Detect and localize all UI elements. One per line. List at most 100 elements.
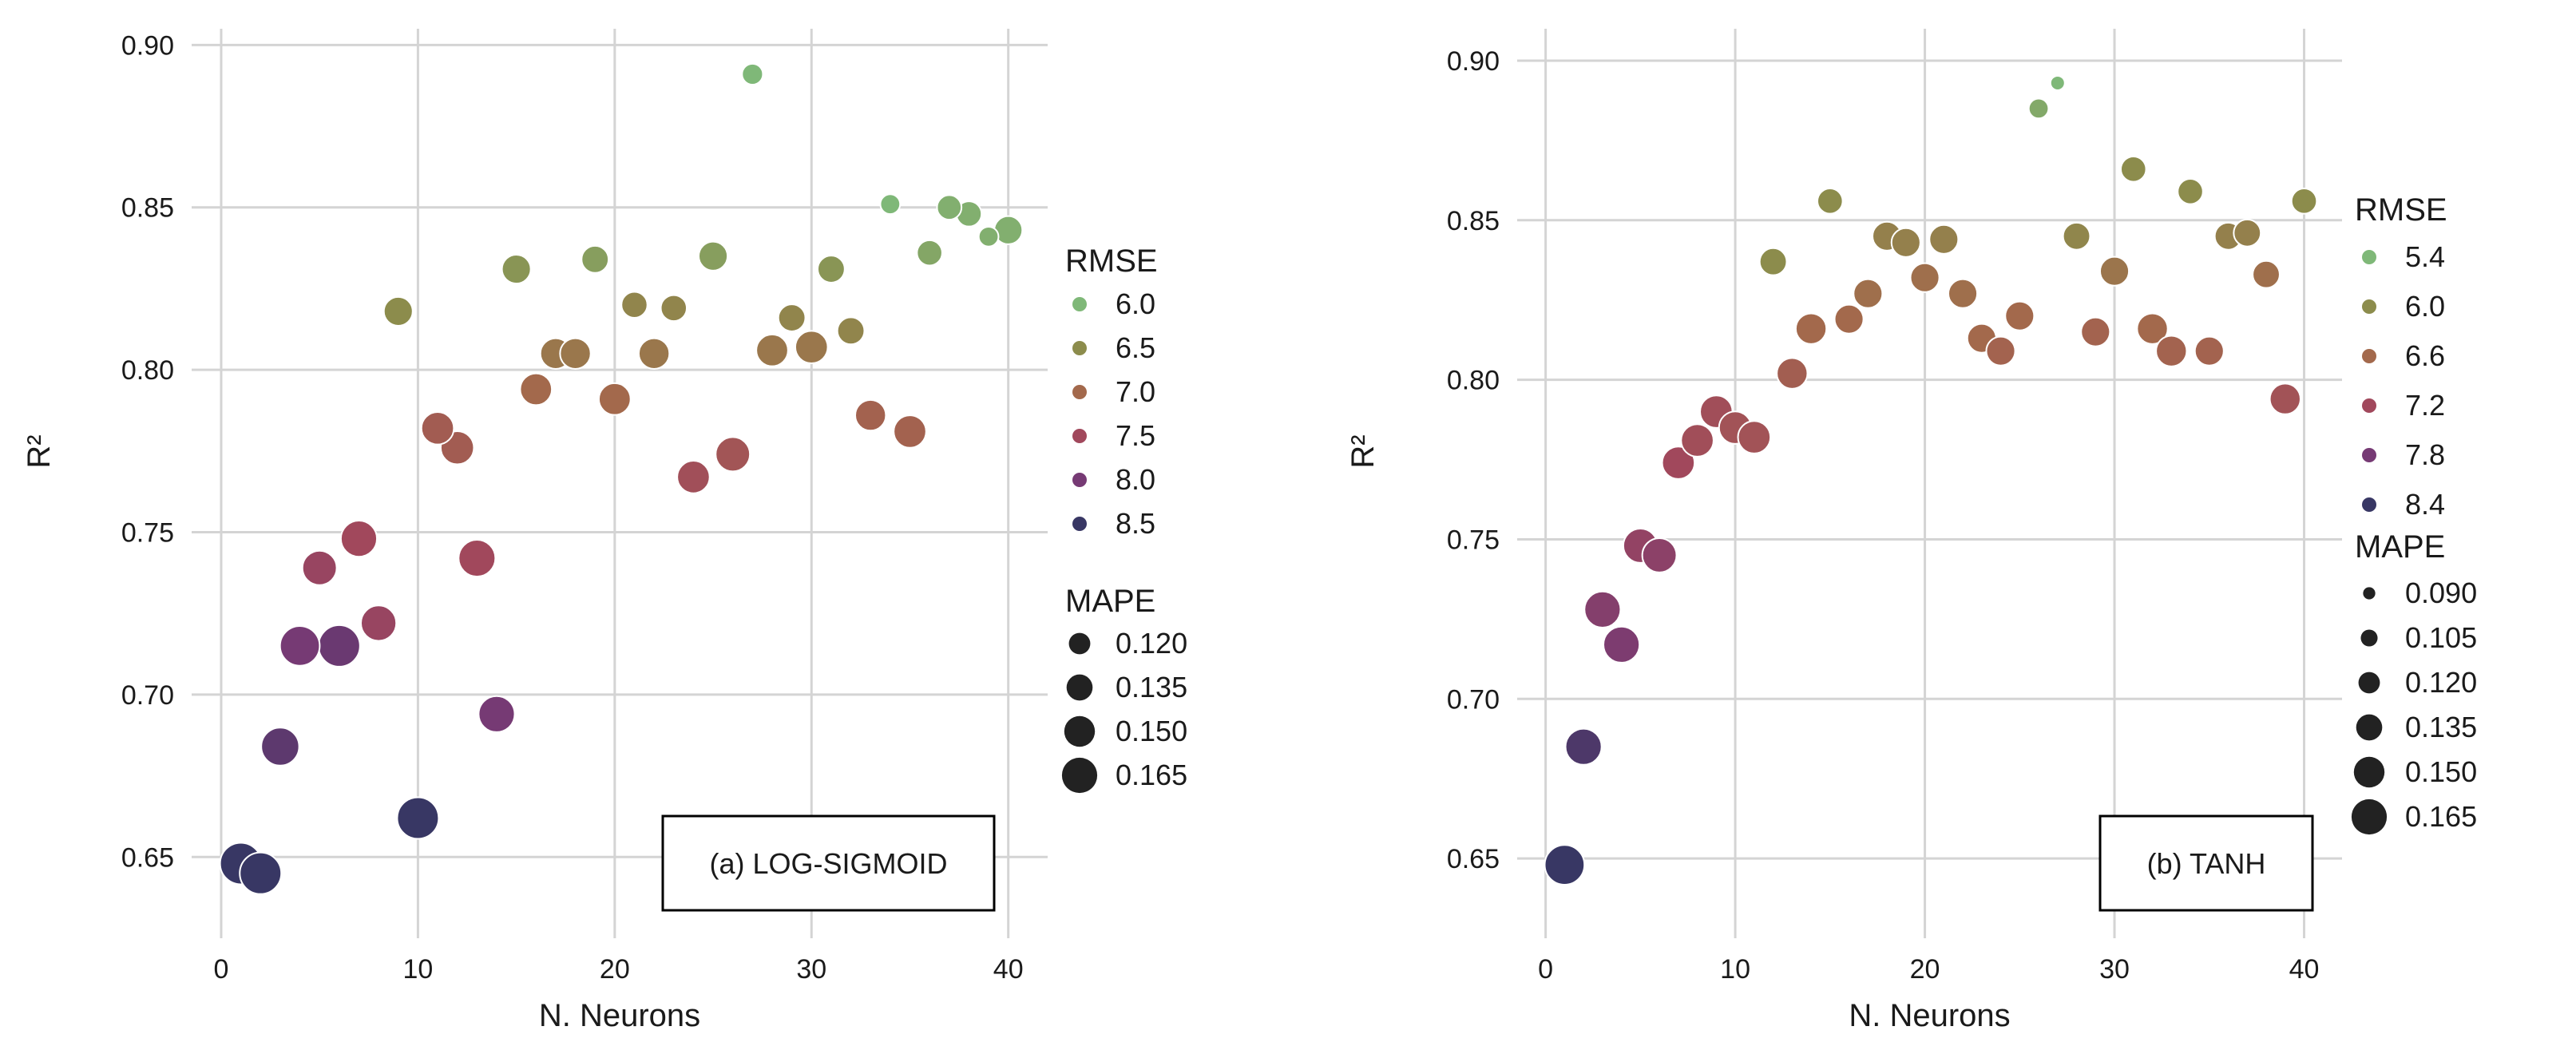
hue-legend-label: 6.5 [1116, 331, 1155, 364]
data-point [1947, 278, 1979, 309]
data-point [2194, 335, 2225, 367]
data-point [1564, 727, 1603, 766]
annotation-label: (a) LOG-SIGMOID [709, 847, 947, 880]
y-tick-label: 0.70 [1447, 684, 1500, 715]
data-point [1794, 312, 1828, 345]
annotation-label: (b) TANH [2147, 847, 2266, 880]
data-point [2062, 221, 2091, 251]
data-point [2269, 382, 2301, 415]
hue-legend-label: 6.6 [2405, 339, 2445, 372]
data-point [2004, 300, 2035, 331]
hue-legend-title: RMSE [1065, 244, 1158, 279]
data-point [816, 255, 846, 283]
data-point [239, 851, 283, 895]
hue-legend-label: 7.2 [2405, 389, 2445, 422]
data-point [396, 796, 440, 840]
data-point [359, 604, 398, 642]
size-legend-marker [2358, 672, 2380, 694]
data-point [916, 239, 943, 267]
panel-log-sigmoid: 0 10 20 30 40 0.65 0.70 0.75 0.80 0.85 0.90 N. Neur… [22, 29, 1187, 1033]
y-tick-label: 0.75 [1447, 525, 1500, 555]
data-point [382, 295, 414, 327]
hue-legend-marker [1072, 385, 1087, 399]
size-legend-label: 0.165 [2405, 800, 2477, 833]
size-legend-marker [2351, 798, 2388, 835]
size-legend-marker [1061, 757, 1098, 794]
panel-tanh: 0 10 20 30 40 0.65 0.70 0.75 0.80 0.85 0.90 N. Neur… [1345, 29, 2477, 1033]
size-legend-label: 0.150 [2405, 755, 2477, 788]
data-point [420, 411, 455, 446]
data-point [1853, 278, 1884, 309]
size-legend-label: 0.120 [2405, 666, 2477, 699]
x-tick-label: 40 [2289, 954, 2320, 985]
x-tick-label: 20 [600, 954, 630, 985]
data-point [2155, 335, 2188, 367]
hue-legend-label: 8.4 [2405, 488, 2445, 521]
x-axis-label: N. Neurons [539, 998, 700, 1033]
hue-legend-label: 5.4 [2405, 240, 2445, 273]
data-point [2136, 312, 2169, 345]
y-tick-label: 0.65 [121, 842, 174, 873]
hue-legend-marker [2362, 299, 2376, 314]
y-tick-label: 0.85 [121, 193, 174, 224]
data-point [936, 194, 963, 221]
data-point [501, 253, 532, 285]
size-legend-marker [2353, 756, 2385, 788]
data-point [519, 372, 553, 406]
size-legend-marker [2356, 714, 2383, 741]
x-tick-label: 0 [214, 954, 229, 985]
hue-legend-marker [2362, 349, 2376, 363]
size-legend-label: 0.120 [1116, 627, 1187, 660]
data-point [676, 460, 711, 494]
hue-legend-label: 6.0 [2405, 290, 2445, 323]
data-point [2119, 156, 2147, 183]
data-point [1544, 844, 1586, 886]
hue-legend-label: 7.5 [1116, 419, 1155, 452]
data-point [697, 240, 729, 271]
data-point [1641, 537, 1678, 573]
hue-legend-marker [1072, 473, 1087, 487]
data-point [2177, 178, 2204, 205]
hue-legend-label: 7.0 [1116, 375, 1155, 408]
x-tick-label: 40 [993, 954, 1024, 985]
size-legend-title: MAPE [2355, 529, 2445, 565]
size-legend-label: 0.135 [1116, 671, 1187, 703]
hue-legend-marker [1072, 517, 1087, 531]
y-axis-label: R² [1345, 434, 1381, 468]
data-point [1817, 188, 1844, 215]
data-point [755, 333, 789, 367]
hue-legend-marker [1072, 429, 1087, 443]
data-point [1737, 420, 1772, 454]
hue-legend-title: RMSE [2355, 192, 2447, 228]
hue-legend-marker [2362, 497, 2376, 512]
data-point [279, 625, 321, 667]
data-point [559, 337, 592, 370]
data-point [1583, 590, 1622, 628]
size-legend-marker [2363, 587, 2376, 600]
data-point [301, 549, 338, 586]
y-tick-label: 0.80 [1447, 366, 1500, 396]
data-point [2098, 256, 2130, 287]
data-point [597, 382, 632, 416]
data-point [660, 294, 688, 323]
hue-legend-label: 6.0 [1116, 287, 1155, 320]
data-point [836, 316, 866, 346]
hue-legend-label: 8.5 [1116, 507, 1155, 540]
data-point [2233, 218, 2262, 248]
y-tick-label: 0.90 [121, 30, 174, 61]
x-tick-label: 10 [1720, 954, 1750, 985]
y-tick-label: 0.85 [1447, 206, 1500, 236]
data-point [620, 291, 648, 319]
data-point [2027, 97, 2050, 120]
size-legend-marker [2360, 629, 2378, 647]
hue-legend-marker [1072, 297, 1087, 311]
data-point [1603, 625, 1641, 664]
data-point [879, 193, 902, 216]
hue-legend-marker [1072, 341, 1087, 355]
data-point [1680, 423, 1714, 458]
size-legend-title: MAPE [1065, 584, 1155, 619]
data-point [2049, 74, 2066, 91]
size-legend-marker [1064, 715, 1096, 747]
data-point [1928, 224, 1960, 255]
